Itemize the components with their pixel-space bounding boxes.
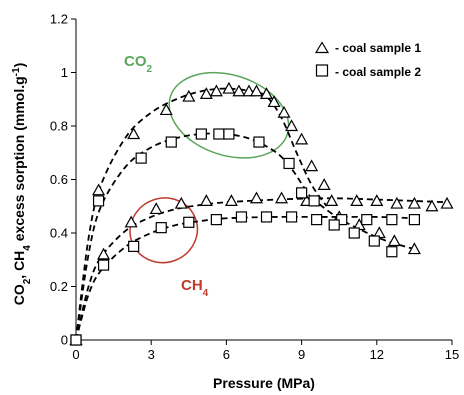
fit-curve: [311, 197, 415, 250]
data-point-coal-sample-2: [195, 128, 207, 140]
data-point-coal-sample-2: [296, 187, 308, 199]
data-point-coal-sample-2: [97, 259, 110, 271]
data-point-coal-sample-1: [370, 194, 384, 206]
data-point-coal-sample-2: [92, 195, 105, 207]
legend-label-coal-sample-1: - coal sample 1: [335, 41, 421, 55]
data-point-coal-sample-2: [223, 128, 235, 140]
y-tick-label: 1.2: [50, 12, 68, 27]
data-point-coal-sample-1: [249, 84, 263, 97]
data-point-coal-sample-2: [408, 214, 420, 226]
data-point-coal-sample-2: [386, 246, 398, 258]
y-tick-label: 0.2: [50, 279, 68, 294]
data-point-coal-sample-1: [174, 196, 188, 209]
data-point-coal-sample-1: [182, 89, 196, 102]
data-point-coal-sample-1: [124, 215, 138, 228]
data-point-coal-sample-2: [285, 211, 298, 223]
x-tick-label: 9: [298, 347, 305, 362]
data-point-coal-sample-1: [275, 191, 289, 204]
data-point-coal-sample-2: [283, 157, 295, 170]
data-point-coal-sample-2: [128, 240, 140, 252]
data-point-coal-sample-1: [222, 81, 236, 94]
data-point-coal-sample-1: [127, 127, 141, 140]
data-point-coal-sample-1: [159, 103, 173, 116]
data-point-coal-sample-2: [348, 227, 360, 239]
data-point-coal-sample-1: [387, 234, 401, 247]
data-point-coal-sample-1: [209, 84, 223, 97]
gas-annotations: CO2 CH4: [124, 53, 209, 299]
data-point-coal-sample-1: [199, 87, 213, 100]
data-point-coal-sample-2: [368, 235, 380, 247]
square-marker-icon: [315, 64, 329, 77]
data-point-coal-sample-2: [165, 136, 177, 148]
triangle-marker-icon: [314, 41, 330, 54]
data-markers: [69, 81, 454, 346]
data-point-coal-sample-2: [155, 222, 167, 234]
data-point-coal-sample-1: [317, 178, 331, 190]
data-point-coal-sample-1: [425, 199, 439, 212]
y-ticks: 0 0.2 0.4 0.6 0.8 1 1.2: [50, 12, 76, 348]
data-point-coal-sample-2: [213, 128, 225, 140]
data-point-coal-sample-2: [135, 152, 147, 164]
y-axis-title: CO2, CH4 excess sorption (mmol.g-1): [11, 63, 33, 306]
x-tick-label: 6: [223, 347, 230, 362]
legend-item-coal-sample-2: - coal sample 2: [315, 64, 421, 79]
data-point-coal-sample-2: [328, 219, 340, 231]
data-point-coal-sample-2: [183, 216, 195, 228]
data-point-coal-sample-1: [440, 196, 454, 209]
data-point-coal-sample-1: [407, 242, 421, 255]
data-point-coal-sample-1: [267, 95, 281, 108]
data-point-coal-sample-1: [390, 196, 404, 209]
data-point-coal-sample-1: [285, 119, 299, 132]
ch4-annotation: CH4: [181, 277, 209, 299]
data-point-coal-sample-1: [92, 183, 106, 196]
data-point-coal-sample-1: [295, 132, 309, 145]
data-point-coal-sample-2: [253, 136, 265, 148]
fit-curve: [75, 215, 415, 341]
co2-annotation: CO2: [124, 53, 153, 75]
co2-highlight-ellipse: [168, 71, 290, 159]
y-tick-label: 0.6: [50, 172, 68, 187]
data-point-coal-sample-1: [259, 87, 274, 100]
data-point-coal-sample-2: [70, 334, 82, 346]
data-point-coal-sample-2: [361, 214, 373, 226]
data-point-coal-sample-1: [305, 159, 319, 172]
x-tick-label: 15: [445, 347, 459, 362]
data-point-coal-sample-2: [311, 214, 323, 226]
data-point-coal-sample-1: [224, 194, 238, 206]
data-point-coal-sample-1: [149, 202, 163, 215]
data-point-coal-sample-1: [350, 194, 364, 206]
legend-label-coal-sample-2: - coal sample 2: [335, 65, 421, 79]
y-tick-label: 0: [61, 333, 68, 348]
data-point-coal-sample-2: [260, 211, 273, 223]
legend: - coal sample 1 - coal sample 2: [314, 41, 421, 79]
data-point-coal-sample-1: [325, 194, 339, 206]
legend-item-coal-sample-1: - coal sample 1: [314, 41, 421, 55]
data-point-coal-sample-1: [407, 196, 421, 209]
data-point-coal-sample-2: [308, 195, 320, 207]
data-point-coal-sample-2: [235, 211, 248, 223]
x-tick-label: 12: [370, 347, 384, 362]
y-tick-label: 0.4: [50, 226, 68, 241]
data-point-coal-sample-1: [277, 105, 291, 118]
x-tick-label: 3: [148, 347, 155, 362]
x-tick-label: 0: [72, 347, 79, 362]
data-point-coal-sample-1: [97, 247, 111, 260]
y-tick-label: 1: [61, 65, 68, 80]
data-point-coal-sample-1: [232, 84, 246, 97]
data-point-coal-sample-1: [199, 194, 213, 206]
x-axis-title: Pressure (MPa): [213, 375, 315, 391]
y-tick-label: 0.8: [50, 119, 68, 134]
data-point-coal-sample-1: [249, 191, 263, 204]
data-point-coal-sample-2: [210, 214, 222, 226]
fit-curve: [75, 132, 318, 341]
data-point-coal-sample-2: [386, 214, 398, 226]
